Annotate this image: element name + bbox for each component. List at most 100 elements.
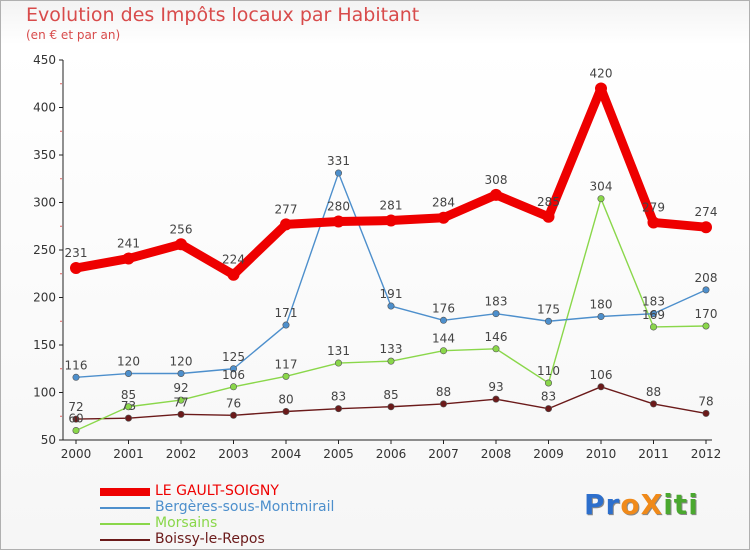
data-label: 191 — [380, 287, 403, 301]
data-point — [544, 379, 552, 387]
data-point — [125, 369, 133, 377]
data-label: 120 — [170, 355, 193, 369]
data-point — [544, 317, 552, 325]
data-point — [70, 262, 82, 275]
data-point — [490, 188, 502, 201]
data-label: 83 — [331, 390, 346, 404]
data-label: 304 — [590, 180, 613, 194]
data-point — [334, 169, 342, 177]
data-label: 85 — [121, 388, 136, 402]
data-label: 77 — [173, 395, 188, 409]
legend-swatch — [100, 523, 150, 525]
data-label: 83 — [541, 390, 556, 404]
data-point — [230, 383, 238, 391]
data-label: 171 — [275, 306, 298, 320]
x-tick-label: 2009 — [533, 447, 564, 461]
data-point — [72, 415, 80, 423]
x-tick-label: 2002 — [166, 447, 197, 461]
data-point — [702, 322, 710, 330]
data-label: 131 — [327, 344, 350, 358]
x-tick-label: 2004 — [271, 447, 302, 461]
data-point — [72, 426, 80, 434]
data-point — [177, 410, 185, 418]
data-point — [492, 345, 500, 353]
data-point — [597, 383, 605, 391]
y-tick-label: 250 — [33, 243, 56, 257]
data-label: 256 — [170, 222, 193, 236]
data-point — [492, 310, 500, 318]
data-point — [595, 82, 607, 95]
data-point — [649, 400, 657, 408]
data-label: 308 — [485, 173, 508, 187]
data-label: 125 — [222, 350, 245, 364]
data-point — [177, 369, 185, 377]
data-label: 144 — [432, 332, 455, 346]
legend-swatch — [100, 507, 150, 509]
data-point — [439, 347, 447, 355]
data-label: 183 — [642, 295, 665, 309]
data-label: 279 — [642, 200, 665, 214]
data-point — [175, 238, 187, 251]
data-label: 281 — [380, 199, 403, 213]
data-label: 274 — [695, 205, 718, 219]
x-tick-label: 2001 — [113, 447, 144, 461]
data-label: 80 — [278, 393, 293, 407]
data-point — [439, 400, 447, 408]
data-label: 78 — [698, 394, 713, 408]
data-point — [437, 211, 450, 224]
data-point — [72, 373, 80, 381]
x-tick-label: 2003 — [218, 447, 249, 461]
data-point — [700, 221, 712, 234]
data-labels-layer: 72 73 77 76 80 83 85 88 93 83 106 88 78 60 85 92 106 117 1… — [65, 67, 718, 426]
data-label: 133 — [380, 342, 403, 356]
data-label: 60 — [68, 412, 83, 426]
data-point — [280, 218, 292, 231]
y-tick-label: 50 — [41, 433, 56, 447]
y-tick-label: 450 — [33, 53, 56, 67]
y-tick-label: 200 — [33, 291, 56, 305]
brand-letter: P — [584, 488, 606, 521]
legend-label: LE GAULT-SOIGNY — [155, 483, 279, 499]
data-label: 88 — [646, 385, 661, 399]
data-label: 241 — [117, 237, 140, 251]
data-point — [649, 310, 657, 318]
data-label: 110 — [537, 364, 560, 378]
data-label: 72 — [68, 400, 83, 414]
x-tick-label: 2012 — [691, 447, 722, 461]
data-point — [227, 268, 240, 281]
data-point — [385, 214, 397, 227]
x-tick-label: 2006 — [376, 447, 407, 461]
legend-label: Boissy-le-Repos — [155, 531, 265, 547]
x-tick-label: 2007 — [428, 447, 459, 461]
data-point — [542, 210, 555, 223]
x-tick-label: 2008 — [481, 447, 512, 461]
data-label: 331 — [327, 154, 350, 168]
data-label: 280 — [327, 200, 350, 214]
data-label: 176 — [432, 301, 455, 315]
data-label: 106 — [590, 368, 613, 382]
data-label: 85 — [383, 388, 398, 402]
data-point — [334, 405, 342, 413]
data-label: 120 — [117, 355, 140, 369]
brand-letter: o — [620, 488, 641, 521]
data-point — [282, 321, 290, 329]
data-label: 73 — [121, 399, 136, 413]
chart-subtitle: (en € et par an) — [26, 28, 121, 42]
data-label: 88 — [436, 385, 451, 399]
data-point — [177, 396, 185, 404]
data-point — [230, 411, 238, 419]
data-label: 420 — [590, 67, 613, 81]
data-point — [282, 407, 290, 415]
data-point — [597, 195, 605, 203]
data-label: 224 — [222, 253, 245, 267]
data-point — [702, 409, 710, 417]
data-point — [492, 395, 500, 403]
brand-letter: r — [605, 488, 621, 521]
data-label: 208 — [695, 271, 718, 285]
data-label: 92 — [173, 381, 188, 395]
x-tick-label: 2000 — [61, 447, 92, 461]
data-point — [647, 216, 660, 229]
data-label: 277 — [275, 202, 298, 216]
data-label: 170 — [695, 307, 718, 321]
